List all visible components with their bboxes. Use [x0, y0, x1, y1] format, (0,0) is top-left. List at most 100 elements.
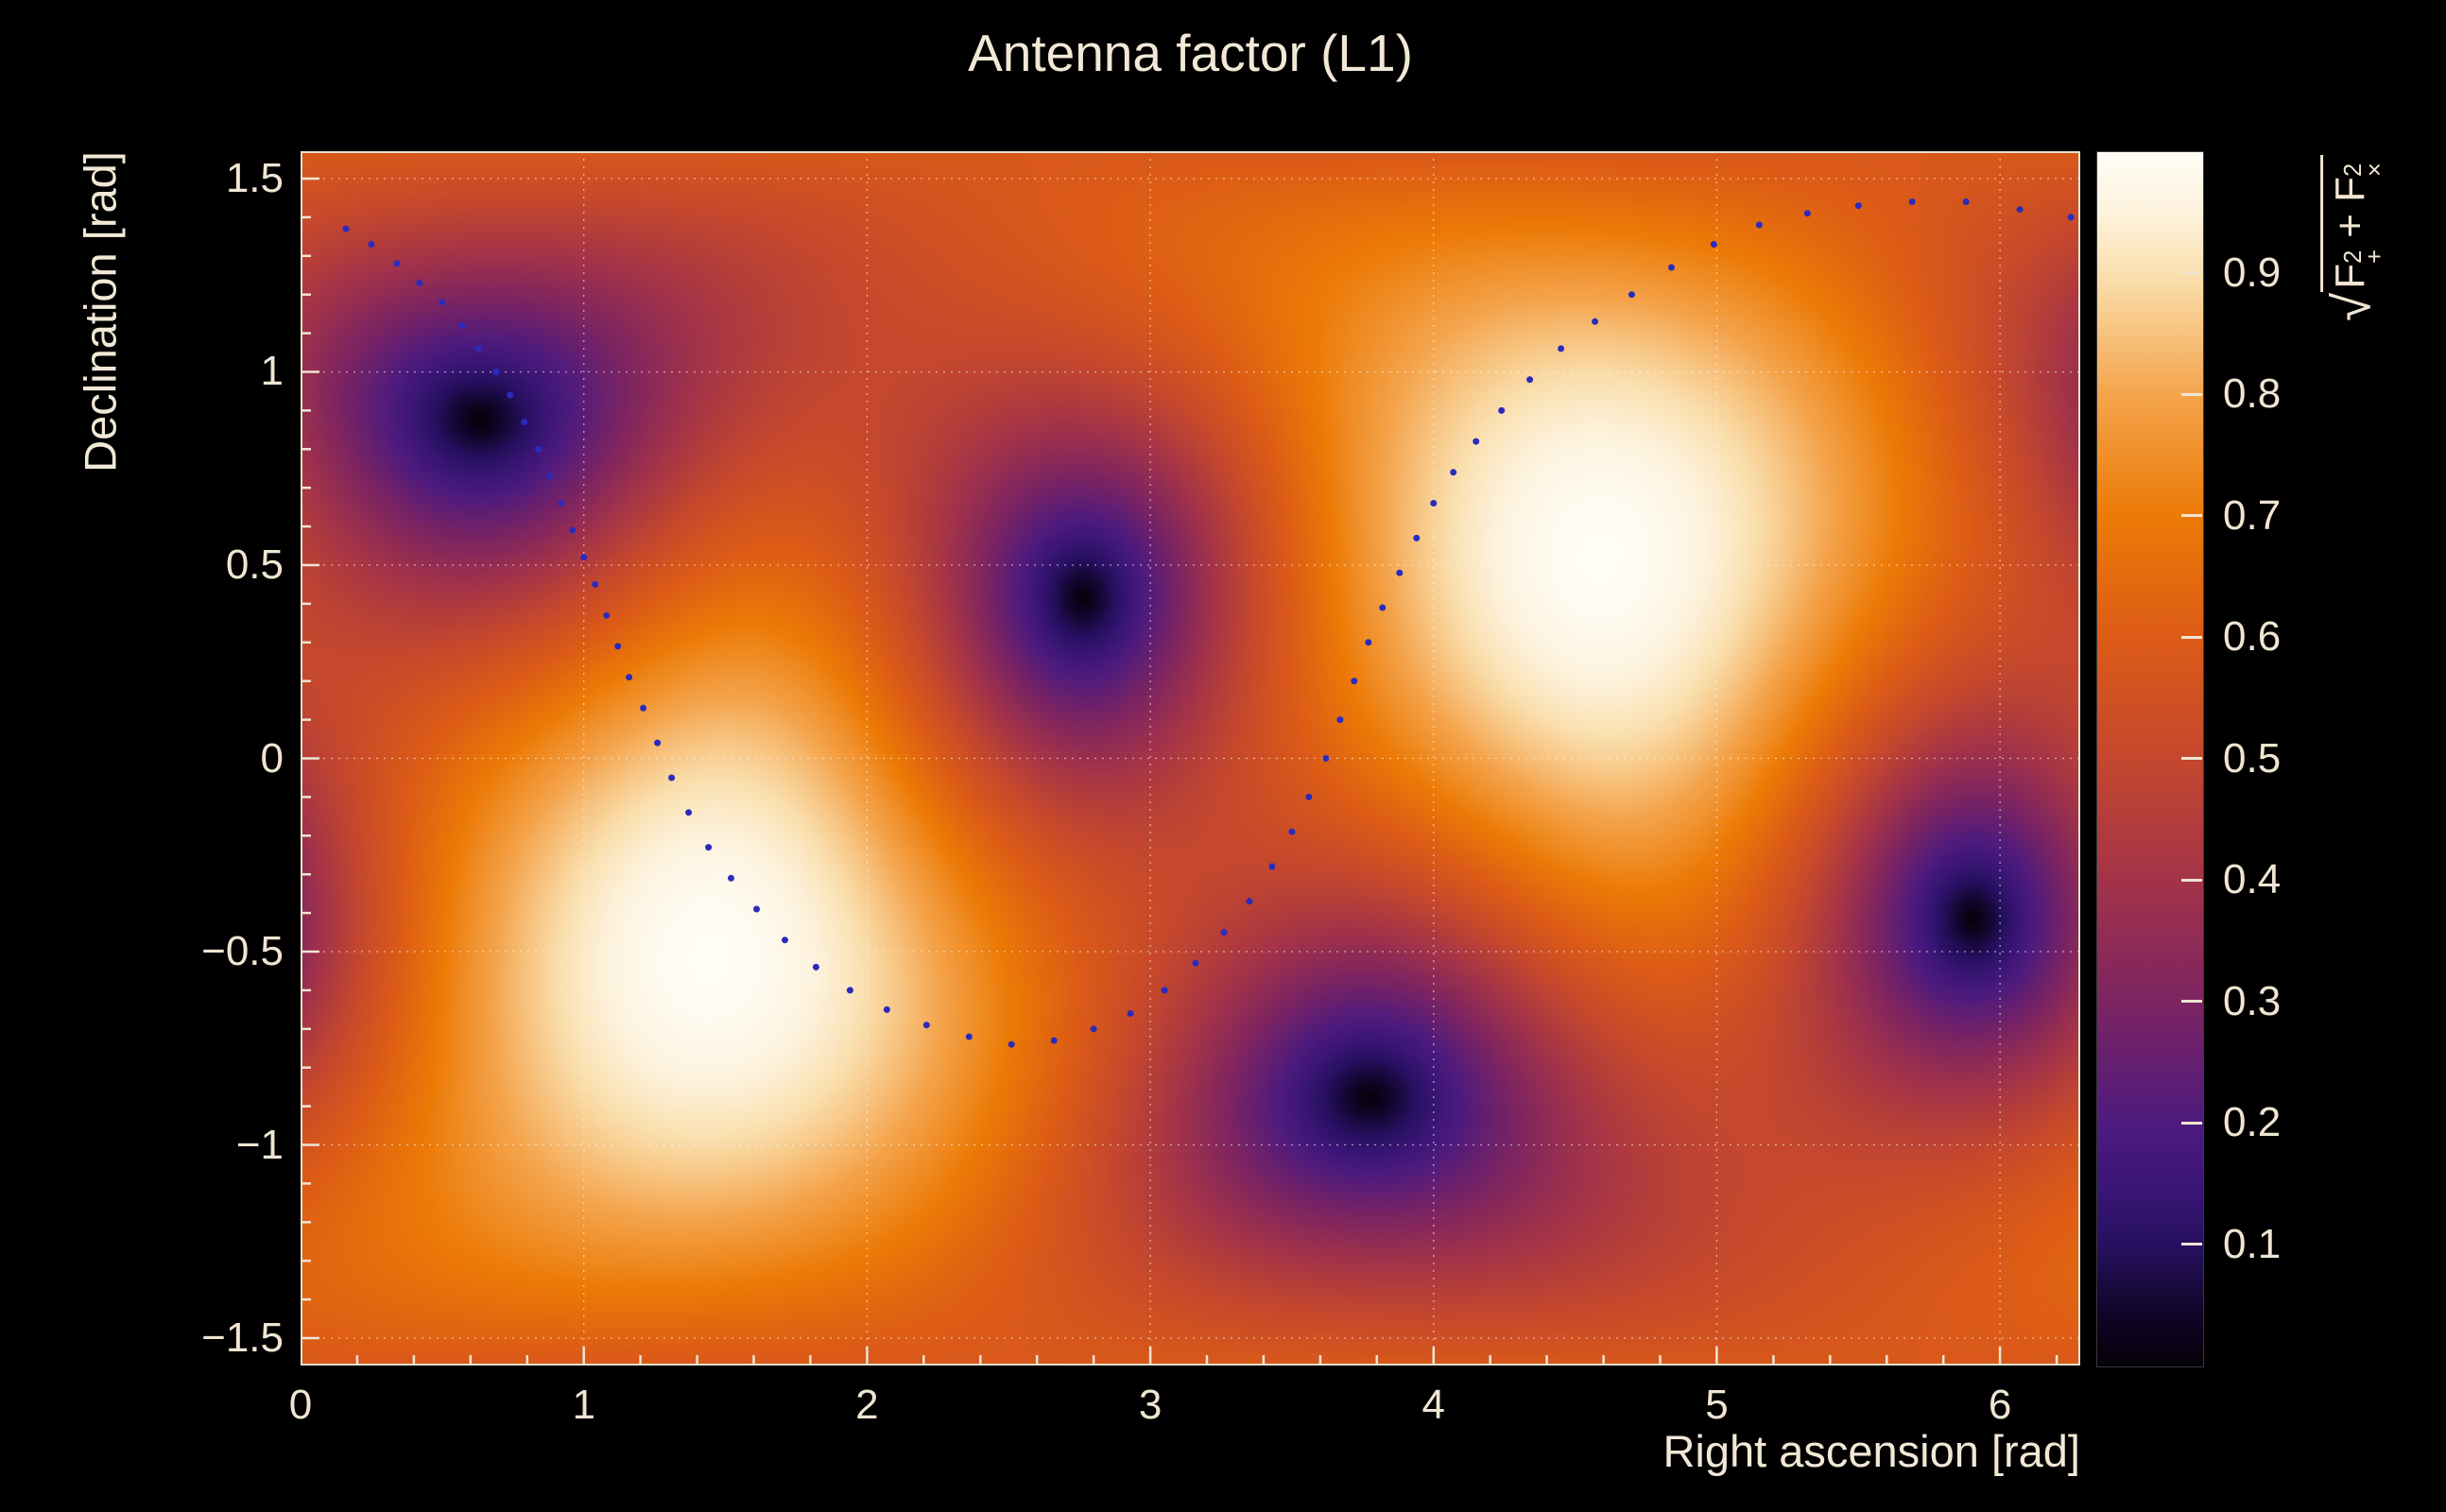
sky-track-dot	[1127, 1010, 1134, 1017]
sky-track-dot	[883, 1005, 890, 1013]
sky-track-dot	[1430, 500, 1438, 507]
colorbar-tick	[2181, 757, 2202, 760]
sky-track-dot	[614, 643, 622, 650]
sky-track-dot	[439, 299, 446, 306]
sky-track-dot	[580, 554, 588, 561]
f-plus-scripts: 2 +	[2340, 249, 2388, 264]
colorbar-tick-label: 0.6	[2223, 613, 2282, 660]
colorbar-tick	[2181, 392, 2202, 396]
colorbar-tick	[2181, 1243, 2202, 1246]
sky-track-dot	[626, 674, 633, 681]
sky-track-dot	[640, 704, 647, 712]
f-plus-subscript: +	[2361, 249, 2388, 264]
plus-sign: +	[2327, 201, 2374, 249]
sky-track-dot	[1854, 202, 1862, 210]
sky-track-dot	[1305, 793, 1313, 800]
sky-track-dot	[342, 225, 350, 232]
sky-track-dot	[1379, 604, 1387, 611]
sky-track-dot	[965, 1033, 973, 1040]
sky-track-dot	[812, 963, 819, 971]
sky-track-dot	[1558, 345, 1565, 352]
sky-track-dot	[1450, 469, 1457, 476]
sky-track-dot	[1803, 210, 1811, 217]
y-tick-label: −1.5	[201, 1314, 284, 1362]
sky-track-dot	[1710, 241, 1717, 248]
sky-track-dot	[1668, 264, 1675, 271]
colorbar-tick-label: 0.3	[2223, 977, 2282, 1024]
x-axis-title: Right ascension [rad]	[1662, 1426, 2080, 1476]
x-tick-label: 6	[1988, 1382, 2012, 1428]
x-tick-label: 4	[1421, 1382, 1445, 1428]
colorbar-tick	[2181, 878, 2202, 882]
sky-track-dot	[1246, 898, 1253, 905]
sky-track-dot	[1008, 1040, 1015, 1048]
colorbar-tick-label: 0.7	[2223, 491, 2282, 539]
colorbar-tick-label: 0.9	[2223, 249, 2282, 296]
sky-track-dot	[1192, 959, 1199, 967]
y-tick-label: 0	[260, 734, 284, 782]
sky-track-dot	[1628, 291, 1635, 299]
plot-frame	[301, 151, 2080, 1366]
sky-track-dot	[685, 809, 693, 816]
colorbar-tick	[2181, 271, 2202, 274]
x-tick-label: 3	[1138, 1382, 1163, 1428]
sky-track-dot	[846, 987, 853, 994]
sky-track-dot	[546, 472, 554, 480]
sky-track-dot	[1592, 318, 1599, 325]
sky-track-dot	[2067, 214, 2075, 221]
sky-track-dot	[654, 739, 662, 747]
colorbar-tick-label: 0.1	[2223, 1220, 2282, 1267]
sky-track-dot	[1351, 678, 1358, 685]
colorbar-tick-label: 0.2	[2223, 1099, 2282, 1145]
sky-track-dot	[1498, 406, 1506, 414]
sky-track-dot	[475, 345, 483, 352]
f-cross-subscript: ×	[2361, 163, 2388, 177]
sky-track-dot	[393, 260, 401, 267]
y-tick-label: −1	[235, 1121, 284, 1168]
colorbar-tick-label: 0.5	[2223, 734, 2282, 782]
sky-track-dot	[558, 500, 565, 507]
plot-overlay	[301, 151, 2080, 1366]
colorbar-tick-label: 0.4	[2223, 856, 2282, 902]
sky-track-dot	[728, 874, 734, 882]
colorbar-tick	[2181, 635, 2202, 639]
sky-track-dot	[1473, 438, 1480, 445]
y-tick-label: 1.5	[225, 154, 284, 201]
sky-track-dot	[1908, 198, 1916, 205]
colorbar-axis-title: √F 2 + + F 2 ×	[2320, 155, 2388, 321]
sky-track-dot	[705, 844, 713, 851]
y-tick-label: −0.5	[201, 928, 284, 974]
sky-track-dot	[1090, 1025, 1097, 1033]
colorbar-tick	[2181, 1121, 2202, 1125]
sky-track-dot	[922, 1022, 930, 1029]
y-tick-label: 0.5	[225, 541, 284, 588]
chart-title: Antenna factor (L1)	[968, 24, 1413, 82]
sky-track-dot	[1336, 716, 1344, 724]
sky-track-dot	[368, 241, 375, 248]
colorbar-tick	[2181, 1000, 2202, 1003]
sky-track-dot	[1413, 534, 1421, 541]
x-tick-label: 2	[855, 1382, 879, 1428]
sky-track-dot	[507, 391, 514, 399]
radicand: F 2 + + F 2 ×	[2320, 155, 2388, 292]
sky-track-dot	[1396, 569, 1404, 576]
f-plus-symbol: F	[2327, 263, 2374, 289]
x-tick-label: 1	[572, 1382, 595, 1428]
sky-track-dot	[782, 936, 788, 944]
sky-track-dot	[753, 905, 760, 913]
f-cross-symbol: F	[2327, 176, 2374, 202]
sky-track-dot	[492, 369, 500, 375]
sky-track-dot	[1161, 987, 1168, 994]
f-cross-scripts: 2 ×	[2340, 163, 2388, 177]
colorbar-tick	[2181, 514, 2202, 517]
sky-track-dot	[416, 279, 423, 286]
sky-track-dot	[535, 445, 543, 453]
sky-track-dot	[1220, 929, 1228, 936]
sky-track-dot	[521, 419, 528, 426]
sky-track-dot	[1322, 755, 1330, 762]
sky-track-dot	[1288, 828, 1296, 835]
sky-track-dot	[1962, 198, 1970, 205]
sky-track-dot	[2016, 206, 2024, 214]
sky-track-dot	[603, 611, 611, 619]
sky-track-dot	[1755, 221, 1763, 229]
